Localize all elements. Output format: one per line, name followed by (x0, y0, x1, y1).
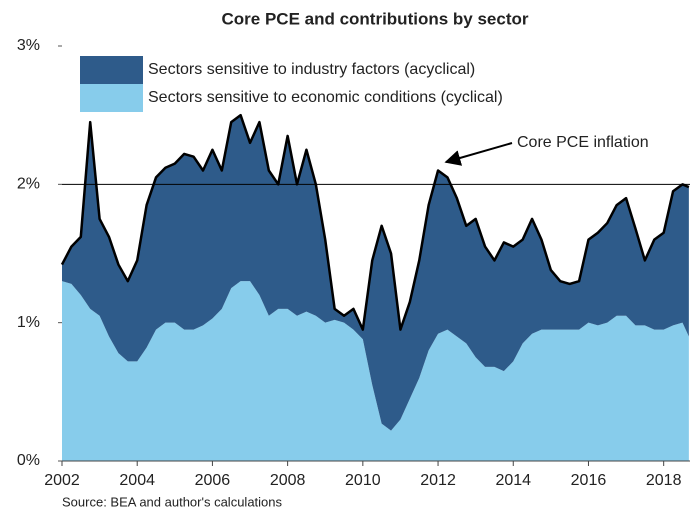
x-tick-label: 2002 (44, 472, 80, 489)
x-tick-label: 2004 (119, 472, 155, 489)
y-tick-label: 1% (17, 314, 40, 331)
y-tick-label: 3% (17, 37, 40, 54)
x-tick-label: 2018 (646, 472, 682, 489)
annotation: Core PCE inflation (517, 134, 649, 151)
annotation-arrow (444, 142, 513, 166)
legend-swatch (80, 84, 143, 112)
x-tick-label: 2012 (420, 472, 456, 489)
x-tick-label: 2008 (270, 472, 306, 489)
x-tick-label: 2014 (495, 472, 531, 489)
area (62, 281, 689, 461)
x-tick-label: 2016 (571, 472, 607, 489)
total-line (60, 113, 690, 331)
y-tick-label: 2% (17, 176, 40, 193)
legend-label: Sectors sensitive to industry factors (a… (148, 61, 475, 78)
x-tick-label: 2010 (345, 472, 381, 489)
plot-area: 0% 1% 2% 3% 2002 2004 2006 2008 2010 2012 2014 2016… (17, 37, 690, 489)
chart-title: Core PCE and contributions by sector (222, 9, 529, 28)
legend-swatch (80, 56, 143, 84)
legend-label: Sectors sensitive to economic conditions… (148, 89, 503, 106)
area (62, 115, 689, 431)
x-tick-label: 2006 (195, 472, 231, 489)
y-tick-label: 0% (17, 452, 40, 469)
source-note: Source: BEA and author's calculations (62, 494, 283, 509)
legend: Sectors sensitive to industry factors (a… (80, 56, 503, 112)
